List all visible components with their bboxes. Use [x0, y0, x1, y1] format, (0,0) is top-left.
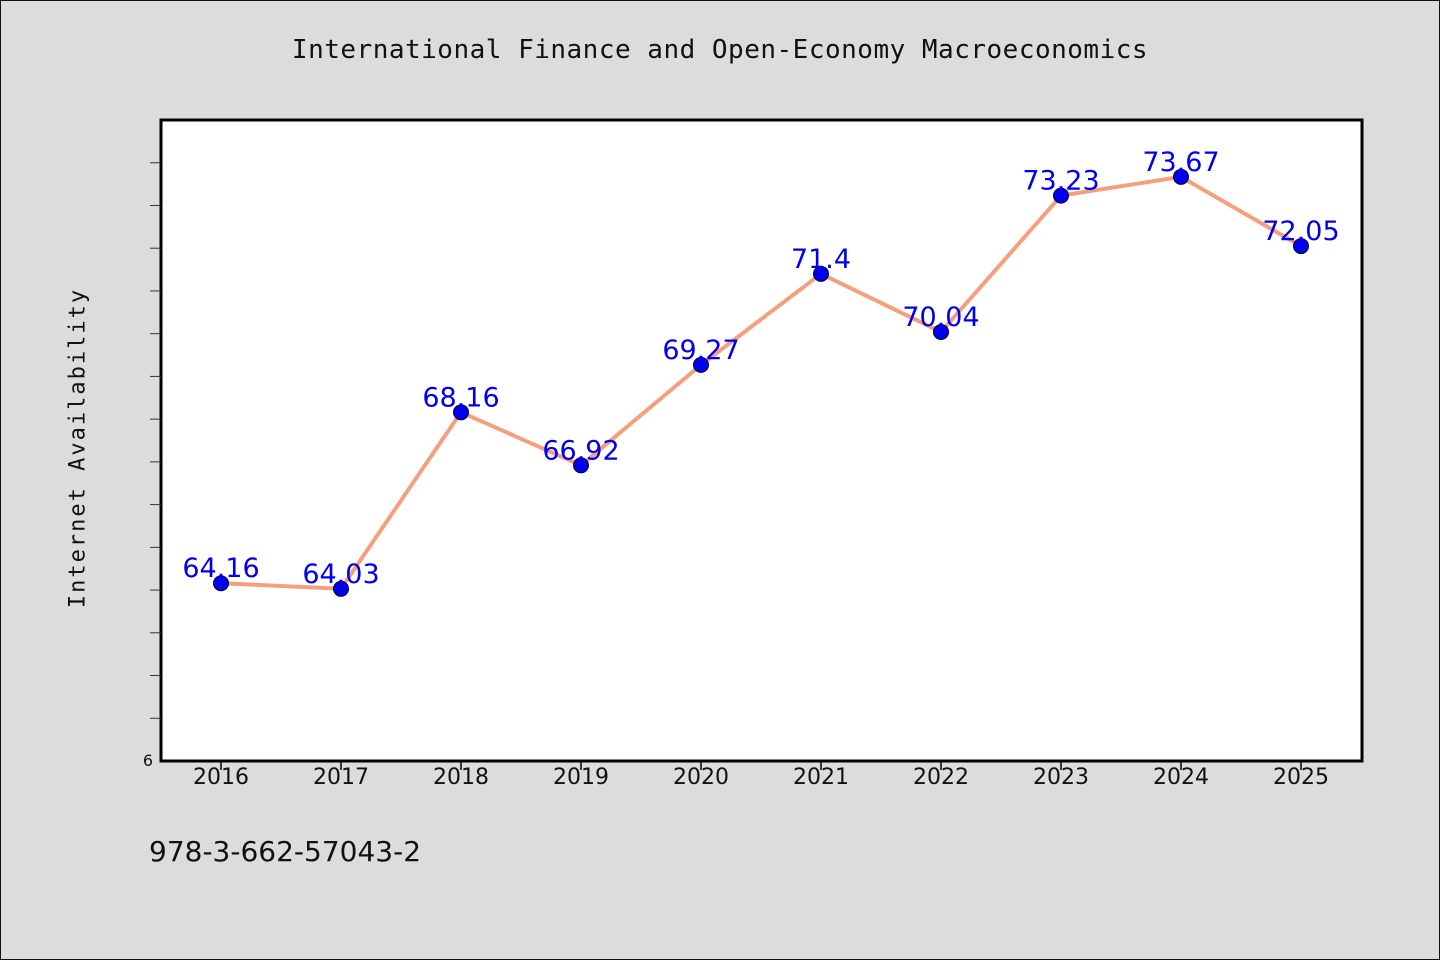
x-axis-ticks: 2016 2017 2018 2019 2020 2021 2022 2023 2024 2025 [193, 761, 1329, 790]
data-point [693, 356, 709, 373]
data-label: 64.03 [302, 559, 379, 590]
data-label: 64.16 [182, 553, 259, 584]
data-labels: 64.16 64.03 68.16 66.92 69.27 71.4 70.04 73.23 7… [182, 147, 1339, 590]
series-markers [213, 168, 1309, 597]
data-point [573, 457, 589, 474]
data-label: 70.04 [902, 302, 979, 333]
x-tick-label: 2021 [793, 765, 849, 790]
data-point [1293, 238, 1309, 255]
x-tick-label: 2019 [553, 765, 609, 790]
plot-area [159, 118, 1364, 763]
x-tick-label: 2025 [1273, 765, 1329, 790]
data-label: 71.4 [791, 244, 851, 275]
data-label: 66.92 [542, 435, 619, 466]
chart-title: International Finance and Open-Economy M… [291, 35, 1149, 65]
x-tick-label: 2020 [673, 765, 729, 790]
data-point [1053, 187, 1069, 204]
data-label: 73.23 [1022, 166, 1099, 197]
x-tick-label: 2017 [313, 765, 369, 790]
data-point [933, 323, 949, 340]
x-tick-label: 2018 [433, 765, 489, 790]
x-tick-label: 2022 [913, 765, 969, 790]
x-tick-label: 2023 [1033, 765, 1089, 790]
x-tick-label: 2024 [1153, 765, 1209, 790]
data-point [453, 404, 469, 421]
data-point [333, 580, 349, 597]
series-lines [219, 174, 1303, 591]
x-tick-label: 2016 [193, 765, 249, 790]
isbn-label: 978-3-662-57043-2 [149, 835, 422, 868]
data-point [813, 265, 829, 282]
data-label: 73.67 [1142, 147, 1219, 178]
series-line [219, 174, 1303, 591]
data-point [1173, 168, 1189, 185]
data-label: 72.05 [1262, 216, 1339, 247]
y-tick-label: 6 [143, 751, 153, 770]
data-label: 69.27 [662, 335, 739, 366]
y-axis-ticks: 6 [143, 162, 161, 770]
data-point [213, 575, 229, 592]
data-label: 68.16 [422, 382, 499, 413]
